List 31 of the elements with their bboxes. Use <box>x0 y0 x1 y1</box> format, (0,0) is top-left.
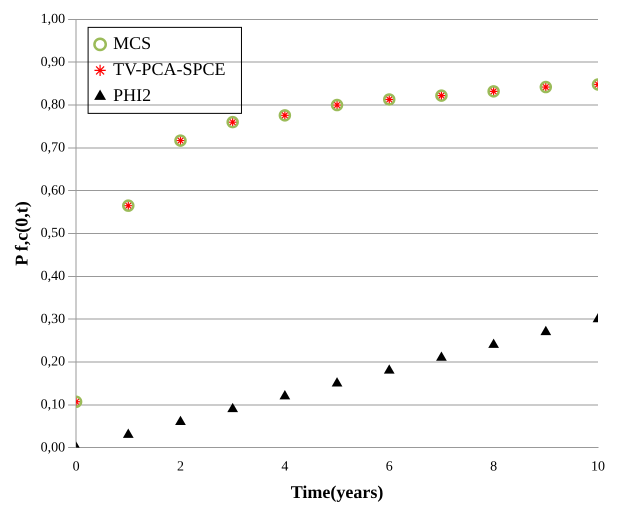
legend-label: TV-PCA-SPCE <box>113 59 226 80</box>
point <box>384 364 394 374</box>
x-axis-title: Time(years) <box>290 482 384 502</box>
legend-label: MCS <box>113 33 152 54</box>
y-tick-label: 0,30 <box>40 312 66 327</box>
point <box>540 326 551 336</box>
x-tick-label: 2 <box>176 460 184 475</box>
y-tick-label: 0,00 <box>40 440 66 456</box>
point <box>123 429 134 438</box>
x-tick-label: 6 <box>386 460 393 475</box>
point <box>228 403 238 412</box>
x-tick-label: 8 <box>490 460 498 475</box>
y-axis-title: P f,c(0,t) <box>11 201 32 266</box>
point <box>176 416 186 426</box>
point <box>436 352 446 361</box>
x-tick-label: 4 <box>281 460 288 475</box>
y-tick-label: 0,90 <box>40 54 66 70</box>
y-tick-label: 0,60 <box>40 183 66 198</box>
point <box>488 339 499 348</box>
y-tick-label: 1,00 <box>40 12 66 28</box>
x-tick-label: 0 <box>72 460 80 475</box>
point <box>332 378 342 386</box>
y-tick-label: 0,80 <box>40 98 66 113</box>
y-tick-label: 0,40 <box>40 268 66 284</box>
x-tick-label: 10 <box>591 460 605 475</box>
y-tick-label: 0,20 <box>40 354 66 370</box>
legend-label: PHI2 <box>113 85 152 106</box>
point <box>280 390 290 400</box>
y-tick-label: 0,50 <box>40 226 66 242</box>
y-tick-label: 0,10 <box>40 397 66 412</box>
y-tick-label: 0,70 <box>40 140 66 156</box>
